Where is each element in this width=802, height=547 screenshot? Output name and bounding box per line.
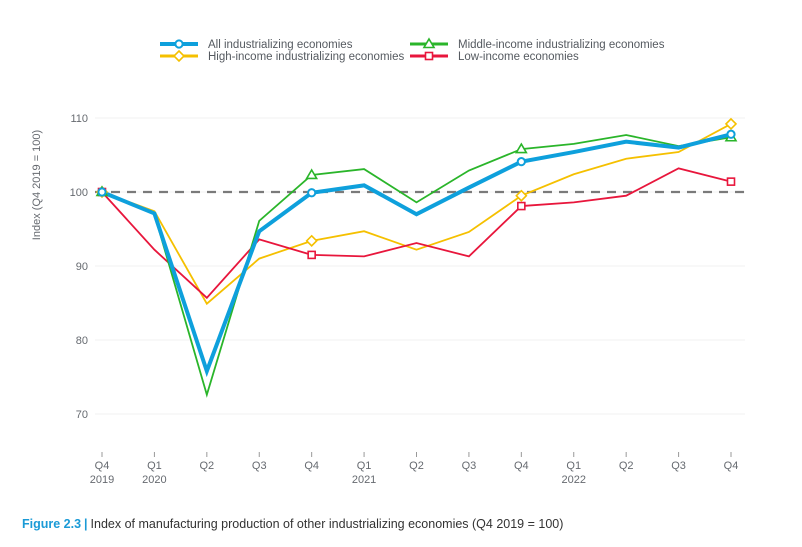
x-tick-label: Q4: [95, 460, 110, 472]
data-point-high-income-industrializing-economies: [305, 234, 318, 247]
x-tick-label: Q4: [724, 460, 739, 472]
y-tick-label: 90: [76, 261, 88, 273]
y-tick-label: 100: [70, 187, 88, 199]
data-point-all-industrializing-economies: [516, 157, 526, 167]
x-tick-year-label: 2021: [352, 474, 376, 486]
x-tick-label: Q2: [619, 460, 634, 472]
x-tick-label: Q3: [252, 460, 267, 472]
y-tick-label: 80: [76, 335, 88, 347]
legend-label: Middle-income industrializing economies: [458, 39, 665, 51]
series-line-high-income-industrializing-economies: [101, 123, 732, 306]
data-point-high-income-industrializing-economies: [724, 117, 738, 131]
legend-diamond-icon: [172, 49, 186, 63]
series-line-low-income-economies: [101, 167, 732, 300]
x-tick-year-label: 2020: [142, 474, 166, 486]
data-point-all-industrializing-economies: [307, 188, 317, 198]
legend-triangle-icon: [422, 37, 436, 49]
data-point-low-income-economies: [307, 250, 316, 260]
data-point-middle-income-industrializing-economies: [514, 142, 528, 154]
x-tick-label: Q3: [671, 460, 686, 472]
figure-label: Figure 2.3: [22, 517, 82, 531]
x-tick-label: Q1: [357, 460, 372, 472]
y-tick-label: 70: [76, 409, 88, 421]
legend-item: High-income industrializing economies: [160, 49, 404, 63]
legend-label: All industrializing economies: [208, 39, 353, 51]
data-point-all-industrializing-economies: [97, 187, 107, 197]
x-tick-label: Q4: [304, 460, 319, 472]
figure-caption: Figure 2.3 | Index of manufacturing produc…: [22, 517, 563, 531]
series-line-all-industrializing-economies: [101, 132, 732, 378]
data-point-high-income-industrializing-economies: [515, 189, 528, 202]
legend-label: High-income industrializing economies: [208, 51, 404, 63]
data-point-middle-income-industrializing-economies: [305, 168, 319, 180]
x-tick-label: Q2: [199, 460, 214, 472]
y-tick-label: 110: [70, 113, 88, 125]
x-tick-year-label: 2019: [90, 474, 114, 486]
legend-circle-icon: [174, 39, 184, 49]
caption-separator: |: [84, 517, 88, 531]
data-point-all-industrializing-economies: [726, 129, 736, 139]
series-line-middle-income-industrializing-economies: [101, 134, 732, 398]
caption-text: Index of manufacturing production of oth…: [90, 517, 564, 531]
data-point-low-income-economies: [517, 201, 526, 211]
y-axis-label: Index (Q4 2019 = 100): [31, 130, 43, 240]
data-point-low-income-economies: [726, 177, 736, 186]
x-tick-label: Q3: [462, 460, 477, 472]
legend-square-icon: [424, 51, 434, 61]
legend-item: Middle-income industrializing economies: [410, 37, 665, 51]
x-tick-label: Q1: [566, 460, 581, 472]
x-tick-label: Q2: [409, 460, 424, 472]
x-tick-label: Q4: [514, 460, 529, 472]
legend-item: All industrializing economies: [160, 39, 353, 51]
legend-item: Low-income economies: [410, 51, 579, 63]
x-tick-year-label: 2022: [562, 474, 586, 486]
x-tick-label: Q1: [147, 460, 162, 472]
chart: 70 80 90 100 110 Index (Q4 2019 = 100) Q4 2019 Q…: [31, 37, 745, 486]
legend-label: Low-income economies: [458, 51, 579, 63]
